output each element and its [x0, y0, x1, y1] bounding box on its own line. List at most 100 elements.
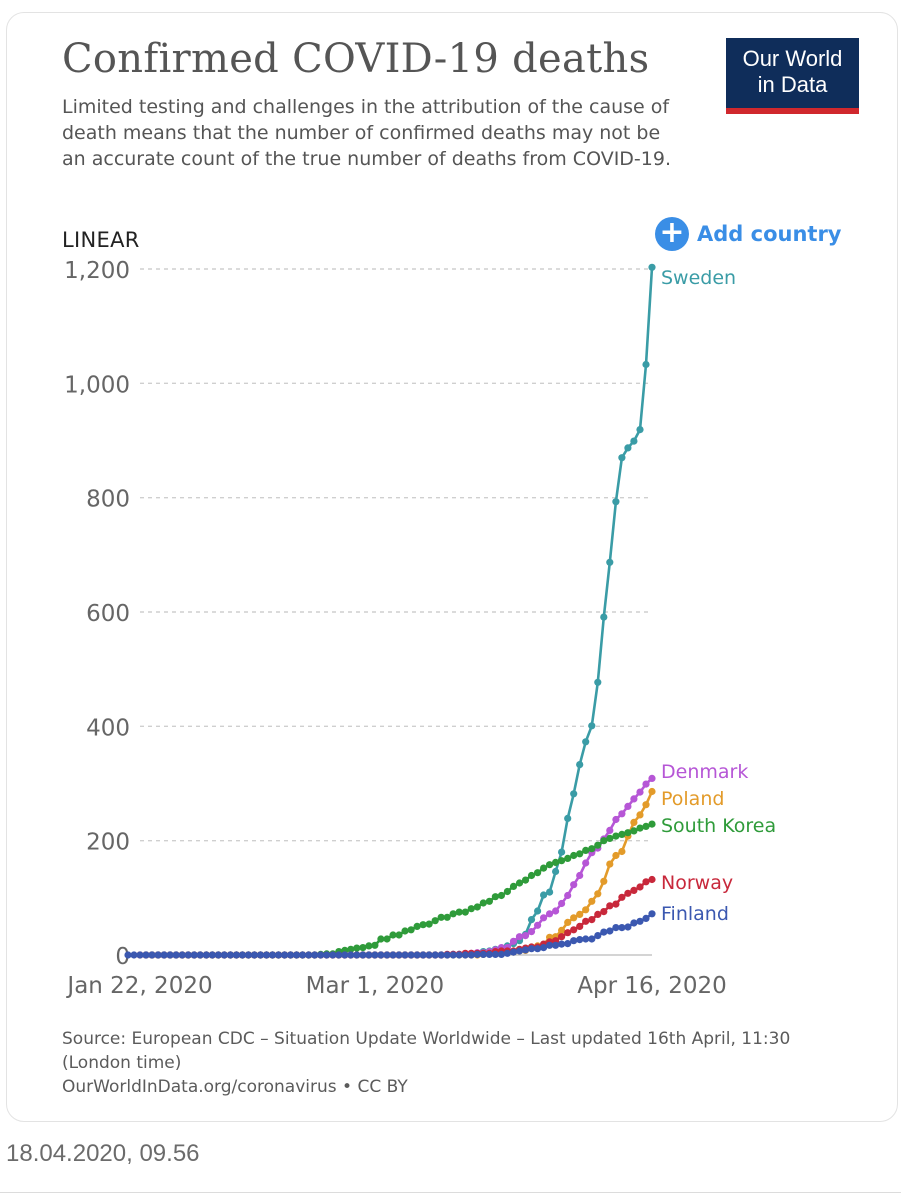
- data-point: [558, 940, 566, 948]
- data-point: [606, 902, 614, 910]
- data-point: [534, 869, 542, 877]
- data-point: [503, 949, 511, 957]
- add-country-label: Add country: [697, 222, 842, 246]
- data-point: [461, 908, 469, 916]
- y-tick-label: 0: [115, 944, 130, 970]
- data-point: [401, 927, 409, 935]
- data-point: [515, 879, 524, 887]
- data-point: [540, 864, 548, 872]
- data-point: [600, 908, 608, 916]
- data-point: [600, 613, 608, 621]
- data-point: [172, 951, 180, 959]
- our-world-in-data-logo[interactable]: Our World in Data: [726, 38, 859, 114]
- data-point: [521, 946, 530, 954]
- y-tick-label: 200: [86, 830, 130, 856]
- divider: [0, 1192, 901, 1193]
- source-note: Source: European CDC – Situation Update …: [62, 1027, 852, 1099]
- data-point: [148, 951, 156, 959]
- data-point: [600, 837, 608, 845]
- data-point: [365, 942, 373, 950]
- data-point: [558, 899, 566, 908]
- data-point: [648, 820, 656, 828]
- data-point: [648, 263, 656, 271]
- data-point: [419, 921, 427, 929]
- series-label: Poland: [661, 788, 724, 810]
- data-point: [437, 951, 445, 959]
- data-point: [534, 907, 542, 915]
- data-point: [606, 826, 614, 835]
- data-point: [588, 845, 596, 853]
- data-point: [377, 935, 385, 943]
- data-point: [576, 936, 584, 944]
- data-point: [588, 935, 596, 943]
- data-point: [630, 437, 638, 445]
- data-point: [534, 921, 542, 929]
- data-point: [558, 848, 566, 856]
- data-point: [630, 795, 638, 803]
- data-point: [527, 916, 536, 924]
- data-point: [509, 948, 518, 956]
- data-point: [576, 922, 584, 931]
- line-chart: 0 200 400 600 800 1,000 1,200 Jan 22, 2020 Mar 1…: [64, 258, 776, 999]
- data-point: [503, 887, 511, 896]
- series-denmark: [142, 774, 656, 959]
- data-point: [305, 951, 313, 959]
- x-tick-label: Mar 1, 2020: [306, 973, 445, 999]
- data-point: [202, 951, 210, 959]
- data-point: [642, 780, 650, 788]
- logo-line-1: Our World: [742, 46, 843, 71]
- data-point: [552, 858, 560, 867]
- data-point: [540, 914, 548, 922]
- data-point: [515, 933, 524, 941]
- data-point: [359, 951, 367, 959]
- series-label: Finland: [661, 903, 729, 925]
- data-point: [232, 951, 240, 959]
- data-point: [455, 908, 463, 916]
- data-point: [287, 951, 295, 959]
- data-point: [618, 830, 626, 839]
- data-point: [431, 951, 439, 959]
- data-point: [618, 924, 626, 932]
- data-point: [606, 860, 614, 868]
- series-label: Sweden: [661, 267, 736, 289]
- scale-toggle[interactable]: LINEAR: [62, 228, 140, 252]
- data-point: [383, 951, 391, 959]
- data-point: [588, 897, 596, 905]
- data-point: [449, 951, 457, 959]
- data-point: [558, 857, 566, 865]
- add-country-button[interactable]: + Add country: [655, 217, 842, 251]
- data-point: [323, 951, 331, 959]
- data-point: [196, 951, 204, 959]
- data-point: [317, 951, 325, 959]
- data-point: [473, 903, 481, 911]
- data-point: [618, 893, 626, 901]
- data-point: [389, 951, 397, 959]
- data-point: [431, 917, 439, 925]
- data-point: [642, 878, 650, 886]
- data-point: [214, 951, 222, 959]
- data-point: [371, 941, 379, 949]
- series-poland: [178, 787, 656, 959]
- data-point: [648, 875, 656, 884]
- data-point: [636, 883, 644, 891]
- data-point: [618, 847, 626, 856]
- data-point: [564, 891, 572, 900]
- data-point: [184, 951, 192, 959]
- data-point: [582, 738, 590, 746]
- source-line-2[interactable]: OurWorldInData.org/coronavirus • CC BY: [62, 1077, 408, 1097]
- data-point: [570, 851, 578, 860]
- data-point: [136, 951, 144, 959]
- data-point: [648, 910, 656, 918]
- data-point: [582, 935, 590, 943]
- data-point: [636, 811, 644, 819]
- data-point: [413, 922, 421, 931]
- data-point: [443, 913, 451, 921]
- data-point: [347, 945, 355, 953]
- data-point: [425, 951, 433, 959]
- data-point: [624, 802, 632, 811]
- data-point: [612, 815, 620, 824]
- data-point: [407, 951, 415, 959]
- data-point: [238, 951, 246, 959]
- data-point: [540, 891, 548, 899]
- data-point: [479, 899, 487, 907]
